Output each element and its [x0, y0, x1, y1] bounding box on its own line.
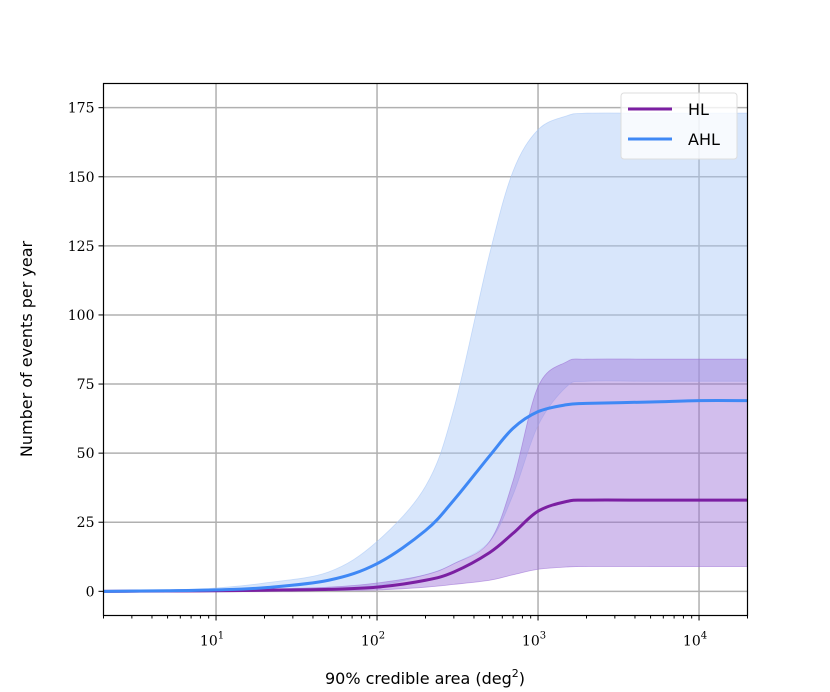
y-tick-label: 175 [68, 101, 95, 117]
y-tick-label: 150 [68, 170, 95, 186]
legend-label-hl: HL [688, 100, 709, 119]
y-tick-label: 125 [68, 239, 95, 255]
x-tick-label: 102 [361, 631, 385, 650]
y-tick-label: 100 [68, 308, 95, 324]
legend-label-ahl: AHL [688, 130, 720, 149]
x-tick-label: 101 [200, 631, 224, 650]
x-tick-label: 103 [522, 631, 546, 650]
bands [103, 112, 748, 592]
x-tick-label: 104 [683, 631, 707, 650]
y-tick-label: 50 [77, 446, 95, 462]
lines [103, 399, 748, 593]
grid [103, 83, 748, 616]
x-axis-label: 90% credible area (deg2) [325, 667, 525, 688]
legend-box [620, 92, 738, 160]
ticks: 0 25 50 75 100 125 150 175 101 102 103 104 [68, 101, 748, 650]
y-axis-label: Number of events per year [17, 240, 36, 457]
y-tick-label: 0 [86, 584, 95, 600]
legend: HL AHL [620, 92, 738, 160]
line-ahl [103, 399, 748, 593]
y-tick-label: 25 [77, 515, 95, 531]
y-tick-label: 75 [77, 377, 95, 393]
